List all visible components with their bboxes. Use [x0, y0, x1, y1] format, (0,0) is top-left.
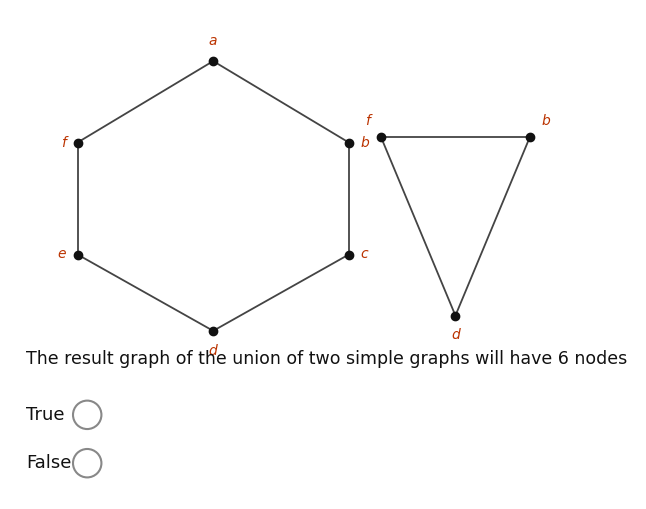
- Text: b: b: [360, 135, 370, 150]
- Text: d: d: [209, 344, 218, 358]
- Text: d: d: [451, 328, 460, 343]
- Text: The result graph of the union of two simple graphs will have 6 nodes: The result graph of the union of two sim…: [26, 350, 627, 368]
- Text: a: a: [209, 34, 218, 48]
- Text: True: True: [26, 406, 65, 424]
- Text: c: c: [360, 247, 368, 262]
- Text: b: b: [541, 114, 550, 128]
- Text: f: f: [364, 114, 370, 128]
- Text: e: e: [57, 247, 66, 262]
- Text: False: False: [26, 454, 71, 472]
- Text: f: f: [61, 135, 66, 150]
